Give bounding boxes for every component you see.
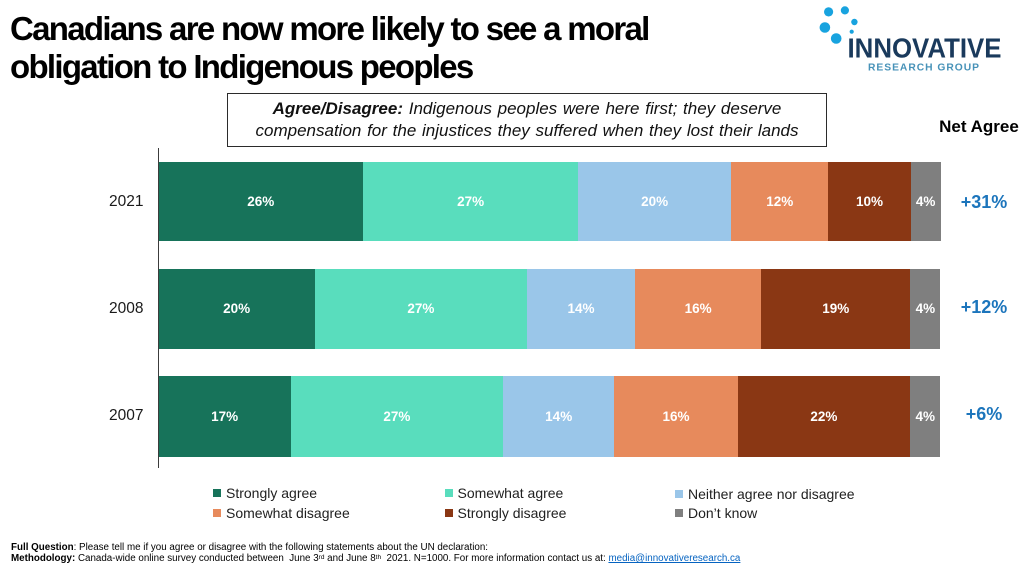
svg-text:RESEARCH GROUP: RESEARCH GROUP: [868, 62, 980, 74]
svg-text:INNOVATIVE: INNOVATIVE: [848, 32, 1002, 63]
